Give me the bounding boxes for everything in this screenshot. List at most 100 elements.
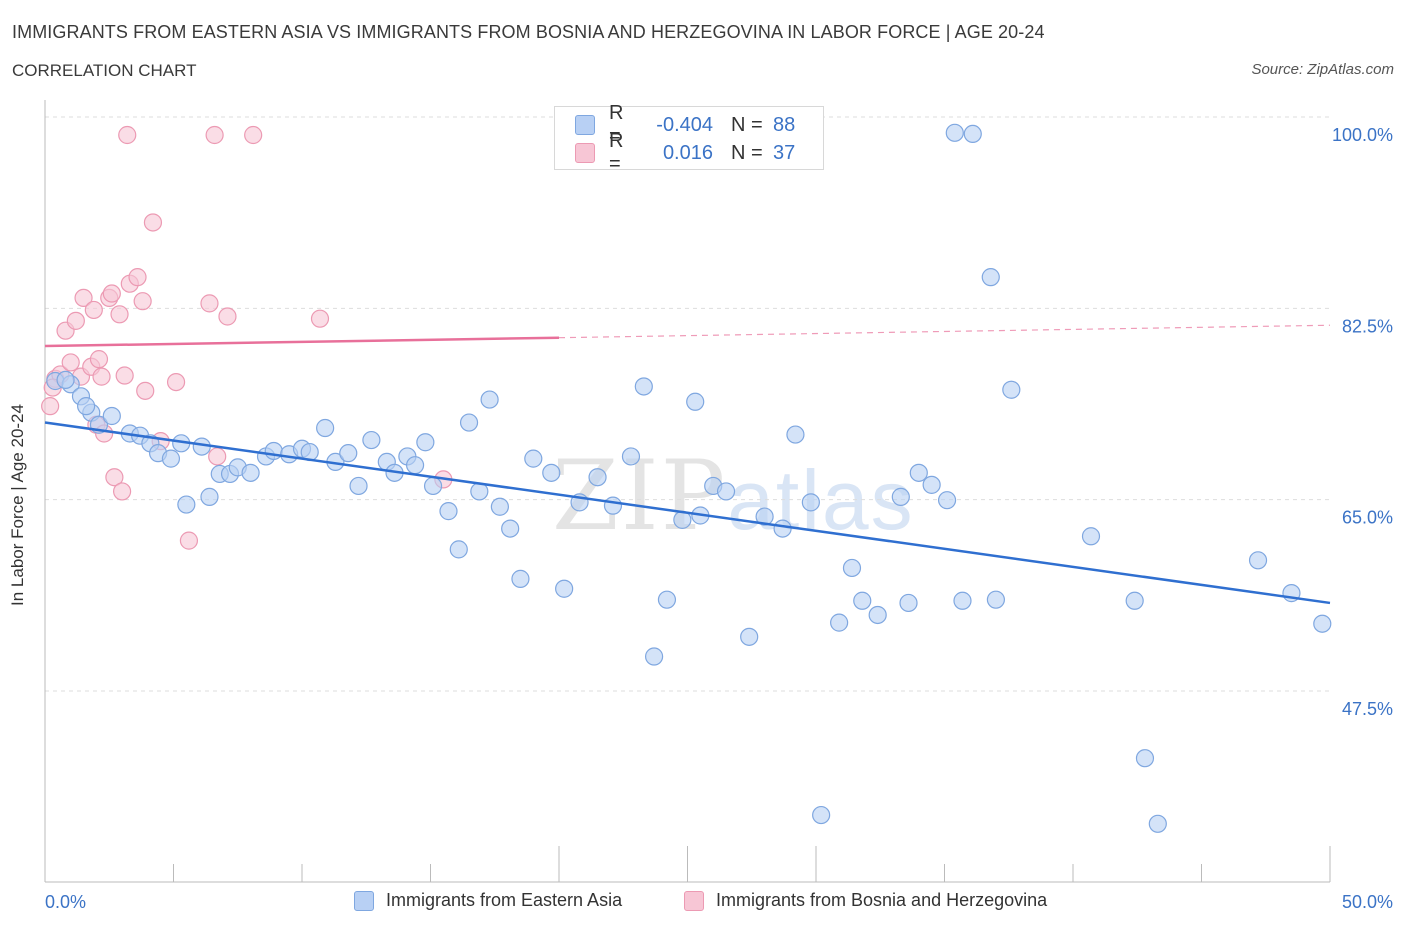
point-eastern-asia (842, 558, 862, 578)
legend-swatch-bosnia (684, 890, 704, 911)
point-eastern-asia (542, 463, 561, 482)
x-tick-label: 50.0% (1342, 892, 1393, 912)
point-eastern-asia (490, 497, 509, 516)
point-eastern-asia (603, 496, 623, 515)
point-eastern-asia (937, 491, 957, 510)
point-eastern-asia (56, 370, 75, 390)
r-label: R = (609, 102, 624, 147)
legend-label-eastern-asia: Immigrants from Eastern Asia (386, 890, 623, 910)
point-bosnia (89, 350, 109, 369)
point-eastern-asia (986, 590, 1006, 609)
point-eastern-asia (555, 579, 574, 598)
point-eastern-asia (77, 397, 96, 416)
point-eastern-asia (362, 430, 381, 450)
point-eastern-asia (945, 123, 964, 142)
trend-line-eastern-asia (44, 421, 1331, 605)
trend-line-bosnia (44, 336, 560, 348)
y-tick-label: 100.0% (1332, 125, 1393, 145)
x-tick-label: 0.0% (45, 892, 86, 912)
point-bosnia (128, 268, 147, 287)
point-bosnia (133, 292, 152, 311)
r-value: -0.404 (656, 113, 713, 136)
legend-label-bosnia: Immigrants from Bosnia and Herzegovina (716, 890, 1048, 910)
point-eastern-asia (773, 519, 792, 538)
legend-swatch-eastern-asia (354, 890, 374, 911)
legend-item-bosnia[interactable]: Immigrants from Bosnia and Herzegovina (684, 890, 1047, 911)
point-bosnia (136, 381, 155, 400)
point-eastern-asia (981, 268, 1000, 287)
point-bosnia (110, 305, 129, 324)
point-eastern-asia (161, 449, 181, 468)
point-eastern-asia (868, 605, 887, 625)
point-bosnia (205, 125, 224, 145)
point-eastern-asia (200, 487, 219, 506)
point-eastern-asia (716, 482, 736, 501)
point-bosnia (143, 213, 163, 232)
point-eastern-asia (416, 433, 435, 452)
point-eastern-asia (511, 569, 530, 588)
point-eastern-asia (459, 413, 479, 432)
n-value: 88 (773, 113, 796, 136)
point-bosnia (61, 353, 80, 372)
point-bosnia (92, 367, 111, 386)
point-eastern-asia (177, 495, 196, 514)
point-eastern-asia (899, 593, 918, 613)
n-value: 37 (773, 141, 796, 164)
point-bosnia (310, 309, 330, 328)
point-bosnia (200, 294, 219, 313)
point-eastern-asia (1248, 551, 1268, 570)
point-eastern-asia (449, 540, 468, 559)
point-bosnia (112, 482, 132, 501)
point-eastern-asia (102, 406, 121, 426)
point-eastern-asia (1002, 380, 1021, 399)
stats-row-bosnia: R = 0.016 N = 37 (575, 130, 796, 175)
point-bosnia (115, 366, 134, 385)
n-label: N = (731, 113, 763, 136)
point-eastern-asia (830, 613, 849, 632)
point-bosnia (41, 397, 60, 416)
point-eastern-asia (686, 392, 705, 411)
stats-row-eastern-asia: R = -0.404 N = 88 (575, 102, 796, 147)
point-eastern-asia (909, 463, 928, 482)
r-value: 0.016 (662, 141, 713, 164)
point-eastern-asia (657, 590, 677, 609)
point-eastern-asia (786, 425, 805, 444)
stats-legend: R = -0.404 N = 88 R = 0.016 N = 37 (554, 102, 824, 175)
point-eastern-asia (241, 463, 260, 482)
point-bosnia (166, 372, 186, 392)
point-bosnia (208, 447, 227, 466)
point-eastern-asia (501, 519, 520, 538)
point-eastern-asia (1081, 527, 1101, 546)
point-bosnia (84, 300, 103, 320)
point-eastern-asia (524, 449, 543, 468)
point-eastern-asia (339, 444, 358, 463)
point-eastern-asia (953, 591, 972, 610)
point-eastern-asia (891, 487, 910, 506)
point-eastern-asia (812, 805, 831, 825)
point-eastern-asia (1313, 614, 1332, 633)
point-eastern-asia (740, 627, 759, 646)
point-eastern-asia (588, 468, 607, 487)
stats-swatch-eastern-asia (575, 115, 595, 135)
r-label: R = (609, 130, 624, 175)
point-eastern-asia (1135, 749, 1155, 768)
point-eastern-asia (316, 418, 335, 438)
point-bosnia (102, 284, 121, 303)
point-bosnia (118, 125, 137, 145)
y-tick-label: 47.5% (1342, 699, 1393, 719)
trend-line-bosnia-extension (558, 324, 1331, 339)
legend-item-eastern-asia[interactable]: Immigrants from Eastern Asia (354, 890, 622, 911)
point-bosnia (244, 125, 263, 145)
point-eastern-asia (922, 475, 941, 494)
point-eastern-asia (853, 591, 872, 610)
point-eastern-asia (1148, 814, 1167, 833)
point-eastern-asia (1125, 591, 1144, 610)
point-bosnia (74, 288, 93, 308)
point-eastern-asia (405, 456, 425, 475)
point-eastern-asia (644, 647, 664, 666)
chart-subtitle: CORRELATION CHART (12, 61, 197, 80)
point-eastern-asia (801, 493, 820, 512)
point-eastern-asia (264, 441, 283, 461)
point-eastern-asia (963, 124, 982, 144)
point-eastern-asia (621, 447, 641, 466)
